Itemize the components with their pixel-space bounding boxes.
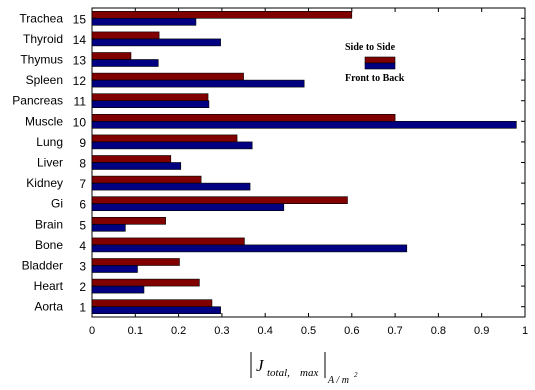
category-label: Liver — [37, 156, 63, 170]
x-tick-label: 1 — [522, 325, 528, 337]
x-tick-label: 0.2 — [171, 325, 186, 337]
category-number: 13 — [73, 54, 87, 68]
category-number: 2 — [79, 280, 86, 294]
x-axis-label-sub2: max — [300, 367, 318, 379]
x-tick-label: 0.9 — [474, 325, 489, 337]
bar-front-to-back-lung — [91, 141, 253, 150]
x-axis-label-unit-sup: 2 — [354, 371, 358, 379]
bar-front-to-back-muscle — [91, 121, 517, 129]
bar-side-to-side-brain — [91, 217, 166, 225]
category-number: 6 — [79, 198, 86, 212]
x-tick-label: 0.1 — [128, 325, 143, 337]
legend-label-side-to-side: Side to Side — [345, 42, 396, 53]
bar-side-to-side-spleen — [91, 72, 244, 81]
legend-label-front-to-back: Front to Back — [345, 73, 405, 84]
x-tick-label: 0.7 — [387, 325, 402, 337]
bar-front-to-back-trachea — [91, 17, 197, 26]
bar-front-to-back-gi — [91, 203, 285, 211]
bar-side-to-side-thymus — [91, 52, 132, 60]
category-number: 14 — [73, 33, 87, 47]
bar-front-to-back-brain — [91, 224, 126, 232]
category-number: 1 — [79, 301, 86, 315]
bar-front-to-back-liver — [91, 162, 182, 170]
bar-side-to-side-gi — [91, 196, 348, 204]
category-number: 11 — [74, 95, 87, 109]
bar-front-to-back-heart — [91, 285, 145, 294]
bar-front-to-back-kidney — [91, 182, 251, 191]
category-label: Gi — [51, 197, 63, 211]
bar-side-to-side-muscle — [91, 114, 396, 122]
bar-side-to-side-bone — [91, 237, 245, 246]
category-number: 5 — [79, 218, 86, 232]
category-label: Trachea — [19, 11, 63, 25]
bar-front-to-back-bladder — [91, 265, 138, 273]
x-tick-label: 0 — [89, 325, 95, 337]
legend-swatch-front-to-back — [364, 62, 396, 70]
bar-side-to-side-trachea — [91, 11, 353, 19]
category-number: 7 — [79, 177, 86, 191]
category-labels: Aorta 1 Heart 2 Bladder 3 Bone 4 Brain 5 Gi 6 Kidney… — [12, 11, 525, 315]
bar-side-to-side-bladder — [91, 258, 180, 266]
x-tick-label: 0.6 — [344, 325, 359, 337]
bar-front-to-back-pancreas — [91, 100, 210, 108]
category-label: Aorta — [34, 300, 63, 314]
category-label: Kidney — [26, 176, 63, 190]
bar-front-to-back-bone — [91, 244, 408, 253]
category-label: Bladder — [22, 259, 63, 273]
x-axis-label-sub: total, — [267, 367, 290, 379]
category-number: 9 — [79, 136, 86, 150]
category-number: 4 — [79, 239, 86, 253]
category-label: Heart — [34, 279, 64, 293]
category-label: Spleen — [26, 73, 63, 87]
legend-swatch-side-to-side — [364, 56, 396, 64]
x-tick-label: 0.8 — [431, 325, 446, 337]
category-label: Thyroid — [23, 32, 63, 46]
bar-front-to-back-aorta — [91, 306, 221, 315]
x-axis-ticks: 0 0.1 0.2 0.3 0.4 0.5 0.6 0.7 0.8 0.9 1 — [89, 8, 528, 337]
bar-side-to-side-heart — [91, 278, 200, 287]
category-label: Pancreas — [12, 94, 63, 108]
legend: Side to Side Front to Back — [345, 42, 405, 84]
category-label: Lung — [36, 135, 63, 149]
category-label: Thymus — [20, 53, 63, 67]
x-tick-label: 0.3 — [214, 325, 229, 337]
x-axis-label-main: J — [256, 356, 265, 375]
bar-side-to-side-kidney — [91, 175, 202, 184]
category-label: Muscle — [25, 114, 63, 128]
category-number: 12 — [73, 74, 87, 88]
bar-side-to-side-liver — [91, 155, 172, 163]
x-tick-label: 0.4 — [258, 325, 273, 337]
bar-side-to-side-aorta — [91, 299, 213, 308]
category-number: 15 — [73, 12, 87, 26]
bar-side-to-side-lung — [91, 134, 238, 143]
bar-side-to-side-thyroid — [91, 31, 160, 40]
x-axis-label-unit: A / m — [327, 375, 349, 386]
bar-front-to-back-spleen — [91, 79, 305, 88]
x-tick-label: 0.5 — [301, 325, 316, 337]
category-label: Bone — [35, 238, 63, 252]
bar-side-to-side-pancreas — [91, 93, 209, 101]
bar-front-to-back-thyroid — [91, 38, 221, 47]
category-number: 10 — [73, 115, 87, 129]
bars-group — [91, 11, 517, 315]
category-number: 8 — [79, 157, 86, 171]
category-number: 3 — [79, 260, 86, 274]
bar-front-to-back-thymus — [91, 59, 159, 67]
category-label: Brain — [35, 217, 63, 231]
